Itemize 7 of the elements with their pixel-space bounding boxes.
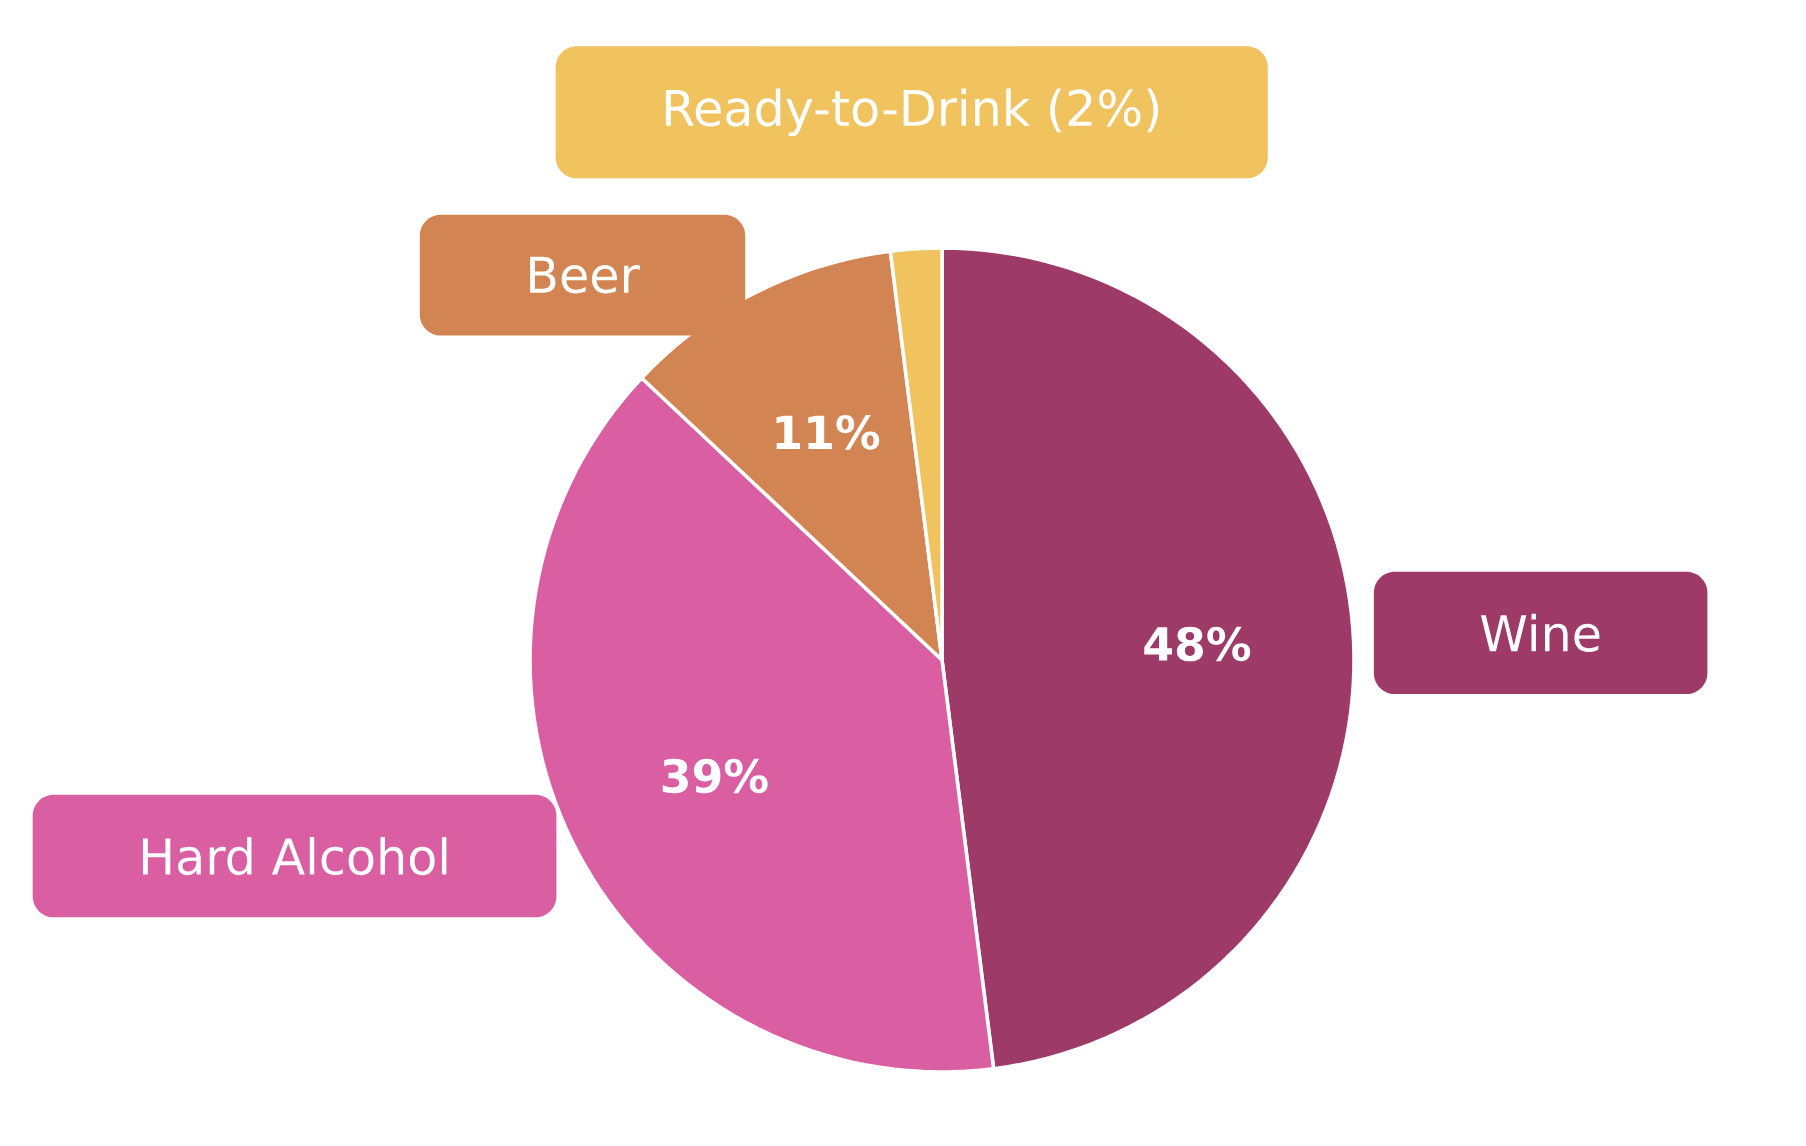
data-label: 39% (662, 758, 768, 794)
slice-label: Wine (1480, 613, 1600, 652)
data-label: 11% (776, 415, 880, 450)
slice-label: Beer (530, 256, 640, 294)
slice-label: Hard Alcohol (142, 837, 447, 876)
data-label: 48% (1144, 626, 1251, 662)
slice-label: Ready-to-Drink (2%) (665, 88, 1159, 137)
